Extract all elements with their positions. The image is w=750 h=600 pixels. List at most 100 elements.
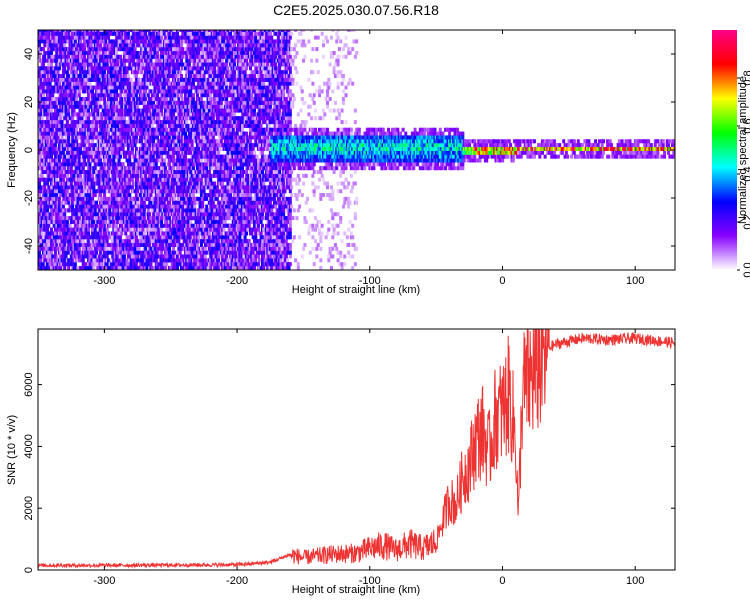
heatmap-cell <box>158 181 162 186</box>
heatmap-cell <box>132 30 136 32</box>
heatmap-cell <box>132 239 136 244</box>
heatmap-cell <box>156 170 160 174</box>
heatmap-cell <box>133 50 137 55</box>
heatmap-cell <box>148 227 152 232</box>
heatmap-cell <box>142 104 146 109</box>
heatmap-cell <box>154 58 158 63</box>
heatmap-cell <box>125 181 129 186</box>
heatmap-cell <box>67 54 71 59</box>
heatmap-cell <box>156 50 160 55</box>
heatmap-cell <box>43 250 47 255</box>
heatmap-cell <box>57 100 61 105</box>
heatmap-cell <box>91 89 95 94</box>
heatmap-cell <box>57 58 61 63</box>
heatmap-cell <box>99 193 103 198</box>
heatmap-cell <box>133 189 137 194</box>
heatmap-cell <box>117 35 121 40</box>
heatmap-cell <box>53 58 57 63</box>
heatmap-cell <box>109 62 113 67</box>
heatmap-cell <box>49 204 53 209</box>
heatmap-cell <box>136 104 140 109</box>
heatmap-cell <box>40 123 44 128</box>
heatmap-cell <box>48 39 52 44</box>
heatmap-cell <box>162 85 166 90</box>
heatmap-cell <box>43 254 47 259</box>
heatmap-cell <box>118 235 122 240</box>
heatmap-cell <box>130 50 134 55</box>
heatmap-cell <box>88 162 92 167</box>
heatmap-cell <box>64 254 68 259</box>
heatmap-cell <box>124 196 128 201</box>
heatmap-cell <box>113 181 117 186</box>
heatmap-cell <box>41 196 45 201</box>
heatmap-cell <box>69 166 73 171</box>
heatmap-cell <box>105 189 109 194</box>
heatmap-cell <box>49 143 53 148</box>
heatmap-cell <box>154 196 158 201</box>
heatmap-cell <box>60 120 64 125</box>
heatmap-cell <box>59 216 63 221</box>
heatmap-cell <box>81 120 85 125</box>
heatmap-cell <box>128 154 132 159</box>
heatmap-cell <box>116 143 120 148</box>
heatmap-cell <box>43 189 47 194</box>
heatmap-cell <box>64 231 68 236</box>
heatmap-cell <box>117 262 121 267</box>
heatmap-cell <box>47 135 51 140</box>
heatmap-cell <box>132 43 136 48</box>
heatmap-cell <box>176 235 180 240</box>
heatmap-cell <box>125 39 129 44</box>
heatmap-cell <box>112 143 116 148</box>
heatmap-cell <box>100 127 104 132</box>
heatmap-cell <box>142 193 146 198</box>
heatmap-cell <box>146 70 150 75</box>
heatmap-cell <box>146 254 150 259</box>
heatmap-cell <box>141 250 145 255</box>
heatmap-cell <box>85 254 89 259</box>
heatmap-cell <box>51 70 55 75</box>
heatmap-cell <box>109 93 113 98</box>
heatmap-cell <box>71 93 75 98</box>
heatmap-cell <box>77 227 81 232</box>
heatmap-cell <box>77 216 81 221</box>
heatmap-cell <box>149 31 153 36</box>
heatmap-cell <box>52 104 56 109</box>
heatmap-cell <box>164 54 168 59</box>
heatmap-cell <box>125 77 129 82</box>
heatmap-cell <box>73 212 77 217</box>
heatmap-cell <box>56 266 60 270</box>
heatmap-cell <box>141 81 145 86</box>
heatmap-cell <box>57 127 61 132</box>
heatmap-cell <box>176 185 180 190</box>
heatmap-cell <box>128 54 132 59</box>
heatmap-cell <box>67 112 71 117</box>
heatmap-cell <box>148 258 152 263</box>
heatmap-cell <box>122 100 126 105</box>
heatmap-cell <box>108 77 112 82</box>
heatmap-cell <box>121 162 125 167</box>
heatmap-cell <box>45 77 49 82</box>
heatmap-cell <box>122 77 126 82</box>
figure-title: C2E5.2025.030.07.56.R18 <box>273 2 439 18</box>
heatmap-cell <box>44 35 48 40</box>
heatmap-cell <box>67 50 71 55</box>
heatmap-cell <box>52 43 56 48</box>
heatmap-cell <box>53 227 57 232</box>
heatmap-cell <box>172 108 176 113</box>
heatmap-cell <box>129 123 133 128</box>
heatmap-cell <box>150 266 154 270</box>
heatmap-cell <box>130 139 134 144</box>
heatmap-cell <box>95 239 99 244</box>
heatmap-cell <box>89 43 93 48</box>
heatmap-cell <box>52 120 56 125</box>
heatmap-cell <box>65 216 69 221</box>
heatmap-cell <box>67 208 71 213</box>
heatmap-cell <box>141 158 145 163</box>
heatmap-cell <box>173 227 177 232</box>
heatmap-cell <box>140 93 144 98</box>
heatmap-cell <box>55 81 59 86</box>
heatmap-cell <box>79 50 83 55</box>
heatmap-cell <box>132 39 136 44</box>
heatmap-cell <box>104 112 108 117</box>
heatmap-cell <box>168 93 172 98</box>
